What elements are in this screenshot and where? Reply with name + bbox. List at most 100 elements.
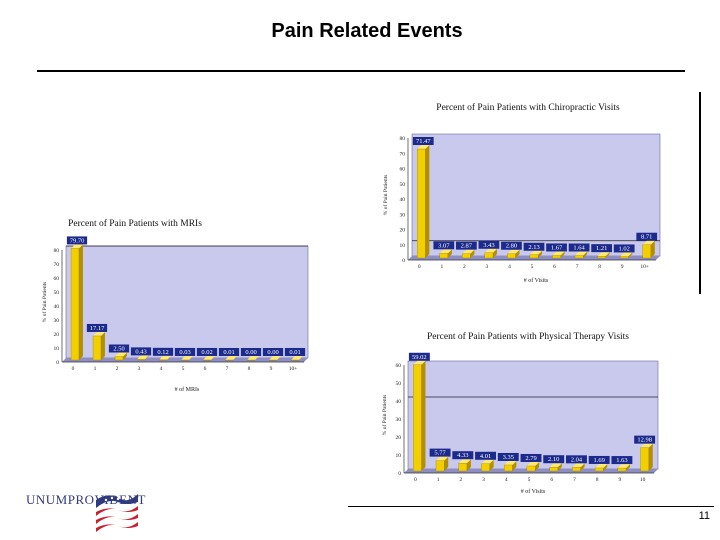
y-tick-label: 30: [54, 318, 60, 324]
chart-title: Percent of Pain Patients with MRIs: [68, 218, 202, 229]
bar: [93, 336, 101, 360]
x-tick-label: 0: [414, 477, 417, 483]
data-label: 0.01: [289, 349, 300, 356]
y-tick-label: 50: [400, 182, 406, 188]
x-axis-label: # of Visits: [524, 277, 549, 284]
y-tick-label: 0: [56, 360, 59, 366]
data-label: 0.01: [223, 349, 234, 356]
y-tick-label: 30: [400, 212, 406, 218]
x-tick-label: 7: [576, 264, 579, 270]
y-tick-label: 20: [400, 228, 406, 234]
y-tick-label: 10: [400, 243, 406, 249]
x-tick-label: 3: [482, 477, 485, 483]
data-label: 3.07: [438, 242, 450, 249]
y-tick-label: 30: [396, 417, 402, 423]
x-tick-label: 7: [573, 477, 576, 483]
x-tick-label: 1: [440, 264, 443, 270]
x-tick-label: 0: [418, 264, 421, 270]
x-tick-label: 4: [505, 477, 508, 483]
bar: [527, 466, 535, 471]
bar: [572, 467, 580, 471]
data-label: 0.03: [179, 349, 190, 356]
data-label: 0.12: [157, 349, 168, 356]
y-tick-label: 0: [402, 258, 405, 264]
data-label: 1.21: [596, 245, 607, 252]
x-tick-label: 6: [553, 264, 556, 270]
data-label: 1.02: [618, 245, 629, 252]
data-label: 79.70: [70, 237, 85, 244]
bar: [417, 149, 425, 258]
x-tick-label: 8: [248, 366, 251, 372]
bar-side: [649, 444, 653, 471]
y-axis-label: % of Pain Patients: [41, 282, 48, 322]
chart-title: Percent of Pain Patients with Chiropract…: [436, 102, 620, 113]
page-title: Pain Related Events: [0, 20, 720, 43]
data-label: 12.98: [637, 437, 652, 444]
x-tick-label: 9: [270, 366, 273, 372]
data-label: 3.35: [503, 454, 514, 461]
y-tick-label: 40: [396, 399, 402, 405]
data-label: 2.10: [548, 456, 559, 463]
bar: [620, 256, 628, 258]
data-label: 1.69: [593, 457, 604, 464]
bar: [459, 463, 467, 471]
bar: [440, 253, 448, 258]
bar: [413, 365, 421, 471]
x-tick-label: 2: [463, 264, 466, 270]
y-tick-label: 20: [396, 435, 402, 441]
bar: [115, 357, 123, 361]
bar: [71, 248, 79, 360]
data-label: 17.17: [90, 325, 105, 332]
company-logo: UNUMPROVIDENT: [26, 484, 138, 534]
x-tick-label: 5: [528, 477, 531, 483]
x-tick-label: 9: [621, 264, 624, 270]
bar: [462, 254, 470, 258]
data-label: 1.67: [551, 244, 563, 251]
x-tick-label: 10+: [640, 264, 649, 270]
page-number: 11: [699, 510, 710, 522]
y-tick-label: 80: [54, 248, 60, 254]
bar-side: [101, 332, 105, 360]
x-tick-label: 6: [550, 477, 553, 483]
data-label: 71.47: [416, 138, 431, 145]
data-label: 2.13: [528, 244, 539, 251]
bar: [595, 468, 603, 471]
bar: [641, 448, 649, 471]
y-tick-label: 10: [54, 346, 60, 352]
y-tick-label: 60: [54, 276, 60, 282]
x-tick-label: 10+: [289, 366, 298, 372]
flag-icon: [92, 484, 140, 532]
y-tick-label: 60: [396, 363, 402, 369]
bar: [598, 256, 606, 258]
x-tick-label: 5: [531, 264, 534, 270]
x-tick-label: 1: [437, 477, 440, 483]
x-tick-label: 8: [598, 264, 601, 270]
x-tick-label: 4: [160, 366, 163, 372]
data-label: 5.77: [434, 450, 446, 457]
data-label: 3.43: [483, 242, 494, 249]
x-tick-label: 2: [459, 477, 462, 483]
bar-side: [421, 361, 425, 471]
x-tick-label: 3: [486, 264, 489, 270]
plot-area: [412, 134, 660, 256]
bar: [575, 255, 583, 258]
x-tick-label: 5: [182, 366, 185, 372]
y-tick-label: 20: [54, 332, 60, 338]
y-tick-label: 50: [396, 381, 402, 387]
data-label: 1.63: [616, 457, 627, 464]
chiropractic-visits-chart: Percent of Pain Patients with Chiropract…: [378, 96, 678, 286]
bar: [507, 254, 515, 258]
x-tick-label: 6: [204, 366, 207, 372]
data-label: 59.02: [412, 354, 427, 361]
data-label: 8.71: [641, 234, 652, 241]
x-axis-label: # of MRIs: [175, 386, 200, 393]
bar: [481, 464, 489, 471]
data-label: 0.43: [135, 348, 146, 355]
bar: [643, 245, 651, 258]
data-label: 1.64: [573, 244, 585, 251]
y-tick-label: 60: [400, 167, 406, 173]
physical-therapy-visits-chart: Percent of Pain Patients with Physical T…: [378, 325, 678, 495]
bar: [485, 253, 493, 258]
bar: [530, 255, 538, 258]
x-tick-label: 0: [72, 366, 75, 372]
